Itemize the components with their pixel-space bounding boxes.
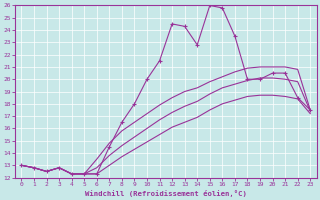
- X-axis label: Windchill (Refroidissement éolien,°C): Windchill (Refroidissement éolien,°C): [85, 190, 247, 197]
